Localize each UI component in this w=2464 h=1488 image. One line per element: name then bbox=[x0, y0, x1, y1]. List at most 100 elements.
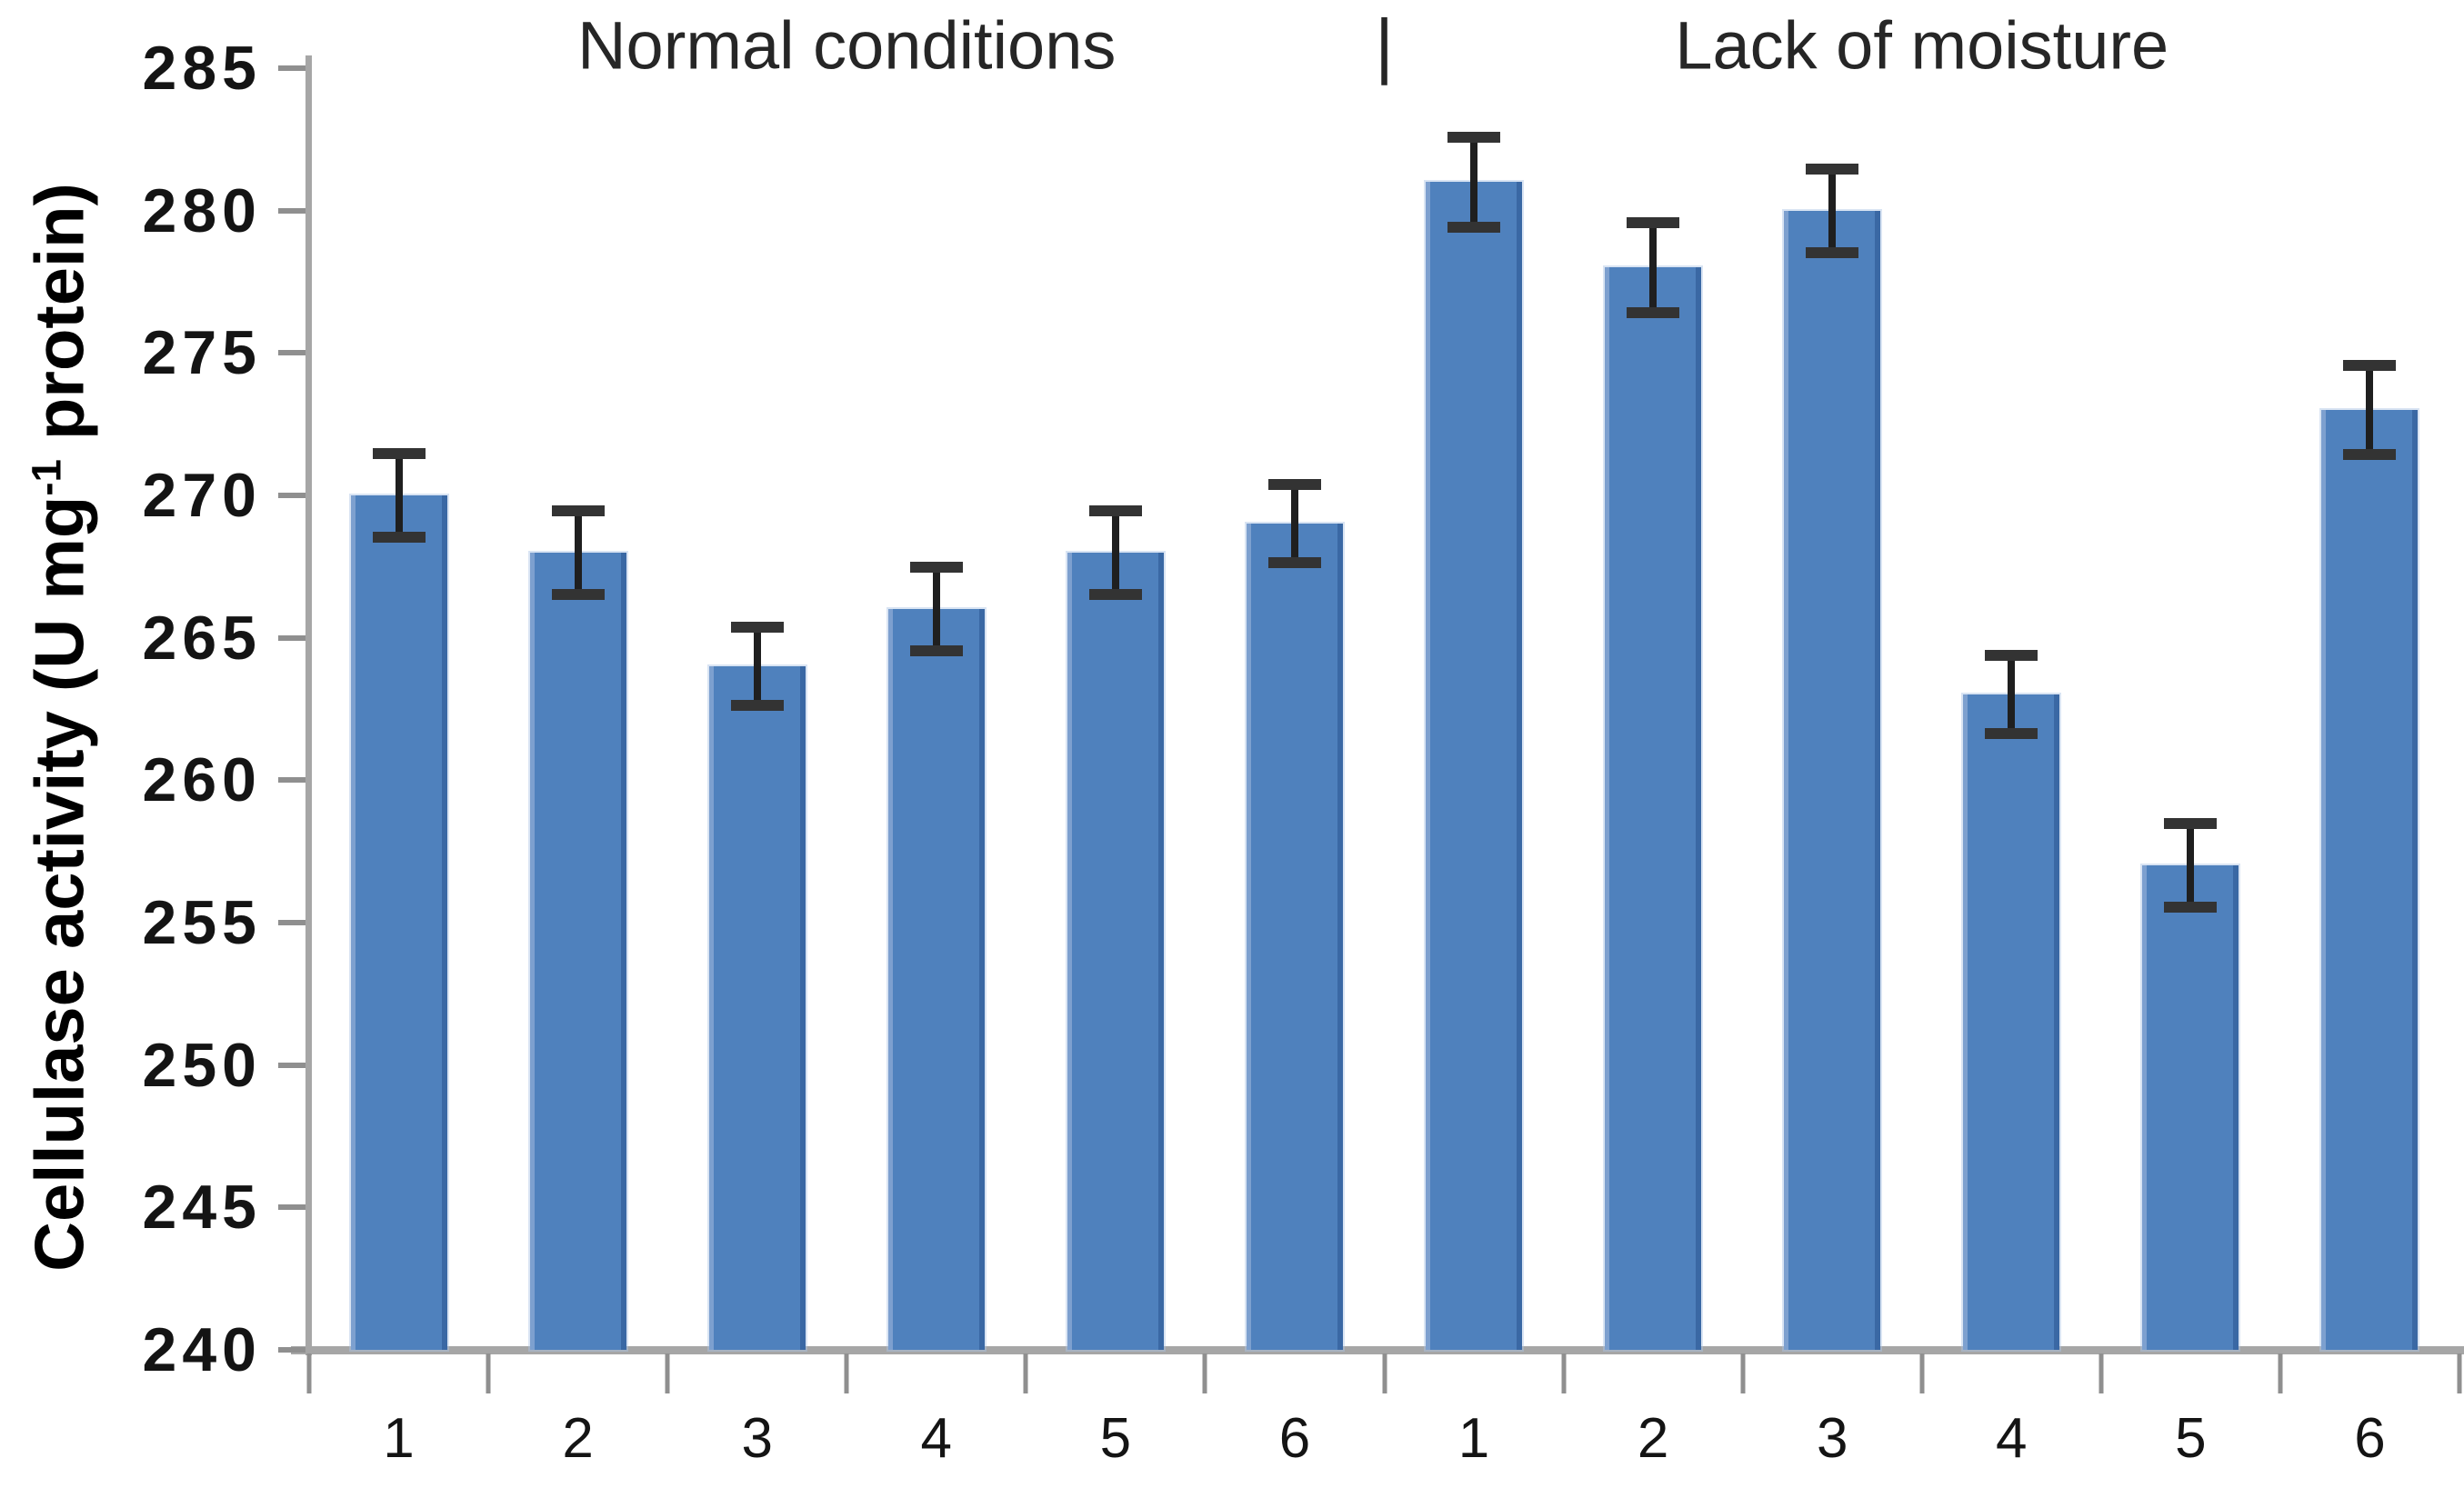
error-bar bbox=[909, 562, 963, 657]
error-bar-line bbox=[1649, 219, 1658, 316]
error-bar-line bbox=[1828, 165, 1837, 256]
error-bar-line bbox=[753, 624, 761, 709]
y-axis-tick-mark bbox=[278, 1347, 305, 1353]
y-axis-tick-mark bbox=[278, 777, 305, 784]
x-axis-category-label: 2 bbox=[562, 1407, 594, 1470]
x-axis-tick-mark bbox=[2098, 1353, 2104, 1393]
x-axis-tick-mark bbox=[665, 1353, 670, 1393]
y-axis-title-prefix: Cellulase activity (U mg bbox=[21, 495, 99, 1272]
y-axis-tick-label: 260 bbox=[142, 745, 262, 815]
error-bar-cap-bottom bbox=[2164, 902, 2218, 914]
error-bar-line bbox=[395, 449, 403, 542]
y-axis-title-superscript: -1 bbox=[23, 459, 70, 496]
error-bar-cap-bottom bbox=[1806, 246, 1859, 258]
bar bbox=[1244, 522, 1345, 1352]
y-axis-tick-mark bbox=[278, 1204, 305, 1211]
error-bar bbox=[551, 504, 605, 600]
y-axis-tick-label: 250 bbox=[142, 1030, 262, 1100]
bar bbox=[706, 664, 807, 1352]
error-bar-cap-bottom bbox=[2343, 449, 2397, 461]
x-axis-line bbox=[291, 1346, 2464, 1354]
x-axis-tick-mark bbox=[486, 1353, 491, 1393]
x-axis-category-label: 1 bbox=[383, 1407, 415, 1470]
y-axis-tick-mark bbox=[278, 65, 305, 71]
y-axis-line bbox=[305, 55, 312, 1355]
group-label-lack-of-moisture: Lack of moisture bbox=[1675, 7, 2169, 84]
bar bbox=[1603, 265, 1704, 1352]
error-bar-cap-top bbox=[1985, 650, 2038, 662]
group-separator: | bbox=[1375, 5, 1394, 85]
error-bar-cap-bottom bbox=[730, 700, 784, 711]
x-axis-category-label: 4 bbox=[920, 1407, 953, 1470]
error-bar-line bbox=[2008, 652, 2016, 738]
error-bar bbox=[2343, 359, 2397, 461]
bar bbox=[348, 494, 449, 1352]
x-axis-category-label: 3 bbox=[741, 1407, 773, 1470]
error-bar-cap-top bbox=[2164, 818, 2218, 830]
x-axis-category-label: 2 bbox=[1637, 1407, 1669, 1470]
error-bar-cap-top bbox=[1267, 479, 1321, 491]
y-axis-tick-label: 280 bbox=[142, 175, 262, 245]
x-axis-category-label: 4 bbox=[1996, 1407, 2028, 1470]
x-axis-category-label: 1 bbox=[1457, 1407, 1490, 1470]
bar bbox=[1065, 550, 1166, 1353]
y-axis-tick-mark bbox=[278, 207, 305, 214]
x-axis-category-label: 6 bbox=[2354, 1407, 2386, 1470]
y-axis-tick-label: 240 bbox=[142, 1315, 262, 1384]
x-axis-tick-mark bbox=[1740, 1353, 1746, 1393]
bar bbox=[1782, 208, 1883, 1353]
error-bar-line bbox=[1290, 481, 1298, 567]
error-bar-cap-bottom bbox=[1627, 306, 1680, 318]
error-bar bbox=[2164, 818, 2218, 914]
error-bar-cap-bottom bbox=[1447, 221, 1501, 233]
bar bbox=[1961, 693, 2062, 1352]
error-bar bbox=[1088, 504, 1142, 600]
error-bar-cap-bottom bbox=[372, 532, 426, 544]
error-bar-cap-bottom bbox=[909, 645, 963, 657]
error-bar-cap-top bbox=[1627, 217, 1680, 229]
error-bar-cap-top bbox=[730, 622, 784, 633]
y-axis-tick-label: 265 bbox=[142, 603, 262, 673]
group-label-normal-conditions: Normal conditions bbox=[577, 7, 1117, 84]
error-bar bbox=[372, 447, 426, 544]
x-axis-category-label: 5 bbox=[2175, 1407, 2207, 1470]
y-axis-tick-mark bbox=[278, 920, 305, 925]
x-axis-tick-mark bbox=[1382, 1353, 1387, 1393]
bar bbox=[527, 550, 628, 1353]
x-axis-tick-mark bbox=[1202, 1353, 1207, 1393]
error-bar-cap-bottom bbox=[1985, 728, 2038, 740]
error-bar-line bbox=[2366, 361, 2374, 459]
y-axis-tick-mark bbox=[278, 1062, 305, 1068]
bar bbox=[886, 607, 987, 1352]
error-bar-line bbox=[932, 564, 940, 655]
error-bar-line bbox=[1111, 506, 1119, 598]
error-bar bbox=[1806, 163, 1859, 258]
y-axis-tick-label: 245 bbox=[142, 1173, 262, 1243]
error-bar bbox=[1447, 132, 1501, 233]
error-bar-line bbox=[1470, 134, 1478, 231]
error-bar bbox=[1267, 479, 1321, 569]
x-axis-tick-mark bbox=[844, 1353, 849, 1393]
error-bar-cap-top bbox=[909, 562, 963, 574]
x-axis-tick-mark bbox=[306, 1353, 312, 1393]
error-bar-cap-top bbox=[1806, 163, 1859, 175]
error-bar-line bbox=[574, 506, 582, 598]
x-axis-tick-mark bbox=[1023, 1353, 1028, 1393]
y-axis-tick-mark bbox=[278, 350, 305, 356]
error-bar-line bbox=[2187, 820, 2195, 912]
bar bbox=[2140, 864, 2241, 1352]
error-bar bbox=[730, 622, 784, 711]
x-axis-category-label: 6 bbox=[1278, 1407, 1311, 1470]
y-axis-tick-mark bbox=[278, 634, 305, 641]
y-axis-tick-label: 270 bbox=[142, 461, 262, 530]
x-axis-category-label: 5 bbox=[1099, 1407, 1132, 1470]
error-bar-cap-bottom bbox=[1267, 557, 1321, 569]
plot-area: Normal conditions | Lack of moisture 285… bbox=[143, 5, 2464, 1470]
error-bar-cap-top bbox=[2343, 359, 2397, 371]
y-axis-tick-label: 275 bbox=[142, 318, 262, 388]
error-bar-cap-top bbox=[551, 504, 605, 516]
error-bar-cap-bottom bbox=[1088, 588, 1142, 600]
bar bbox=[2319, 408, 2420, 1352]
bar bbox=[1424, 180, 1525, 1352]
